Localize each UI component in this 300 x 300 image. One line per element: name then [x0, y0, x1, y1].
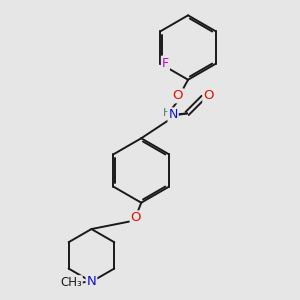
Text: O: O [203, 89, 214, 102]
Text: N: N [87, 275, 96, 288]
Text: O: O [172, 89, 183, 102]
Text: O: O [131, 212, 141, 224]
Text: H: H [163, 108, 172, 118]
Text: CH₃: CH₃ [60, 276, 82, 289]
Text: N: N [168, 108, 178, 122]
Text: F: F [162, 57, 169, 70]
